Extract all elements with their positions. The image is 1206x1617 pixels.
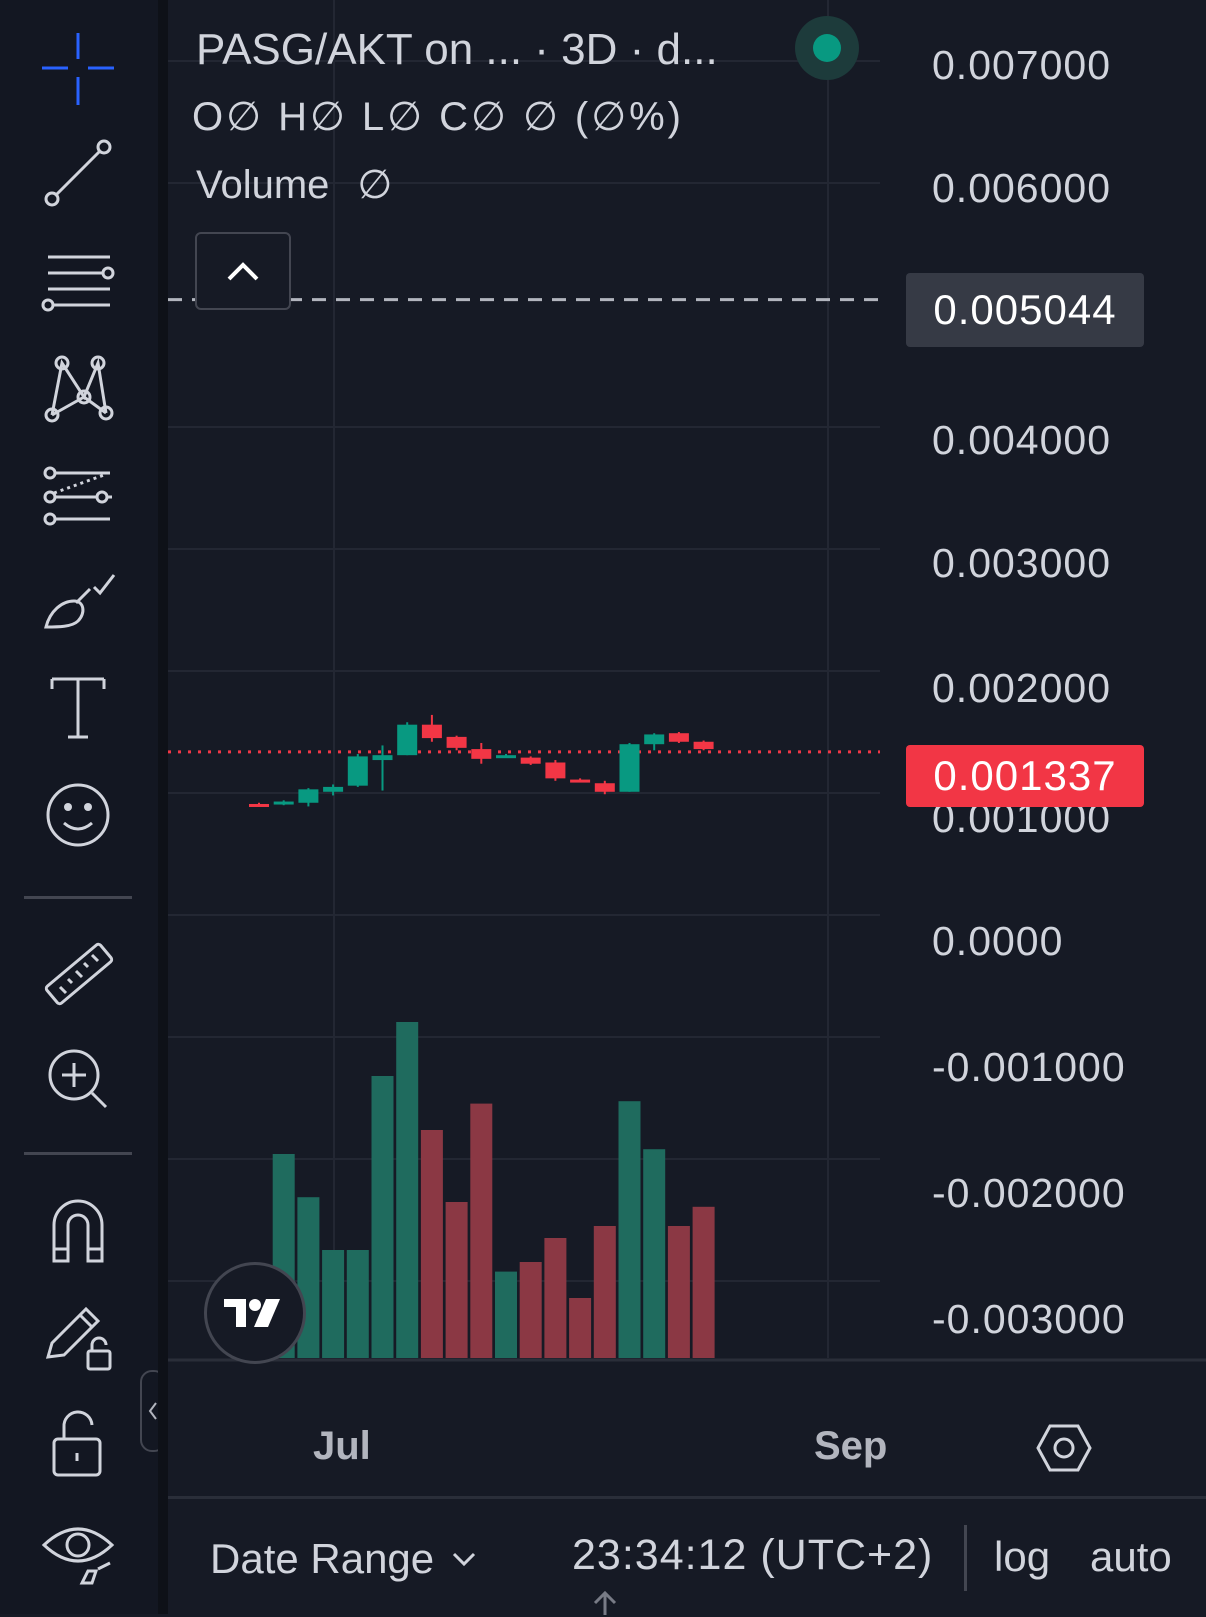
volume-bar: [519, 1262, 542, 1358]
arrow-up-icon[interactable]: [590, 1589, 620, 1617]
symbol-title[interactable]: PASG/AKT on ... · 3D · d...: [196, 25, 718, 74]
volume-bar: [396, 1022, 419, 1358]
last-price-label: 0.005044: [906, 273, 1144, 347]
price-axis-label: -0.002000: [932, 1170, 1126, 1216]
candle-body: [471, 749, 492, 759]
date-range-label: Date Range: [210, 1535, 435, 1582]
candle-body: [347, 756, 368, 786]
time-axis-label: Jul: [313, 1424, 371, 1468]
trend-line-icon[interactable]: [28, 128, 128, 218]
candle-body: [545, 762, 566, 779]
price-axis-label: -0.003000: [932, 1296, 1126, 1342]
text-icon[interactable]: [28, 662, 128, 752]
volume-bar: [322, 1250, 345, 1358]
auto-scale-toggle[interactable]: auto: [1090, 1533, 1172, 1580]
volume-label: Volume: [196, 163, 330, 207]
volume-bar: [346, 1250, 369, 1358]
volume-bar: [495, 1271, 517, 1358]
volume-bar: [371, 1076, 394, 1358]
pattern-icon[interactable]: [28, 342, 128, 432]
lock-drawing-icon[interactable]: [28, 1290, 128, 1380]
collapse-legend-button[interactable]: [195, 232, 291, 310]
emoji-icon[interactable]: [28, 770, 128, 860]
settings-icon[interactable]: [1034, 1418, 1094, 1478]
price-axis-label: 0.007000: [932, 42, 1112, 88]
price-axis-label: 0.0000: [932, 918, 1064, 964]
volume-legend: Volume ∅: [196, 162, 392, 208]
chart-legend: PASG/AKT on ... · 3D · d...: [196, 22, 718, 78]
prediction-icon[interactable]: [28, 452, 128, 542]
chevron-down-icon: [453, 1552, 476, 1567]
volume-bar: [692, 1206, 715, 1358]
volume-bar: [667, 1226, 690, 1358]
brush-icon[interactable]: [28, 556, 128, 646]
date-range-button[interactable]: Date Range: [210, 1535, 478, 1583]
candle-body: [273, 801, 294, 805]
candle-body: [644, 734, 665, 745]
volume-bar: [420, 1130, 443, 1358]
volume-value: ∅: [357, 163, 393, 207]
time-axis[interactable]: Jul Sep: [168, 1400, 1206, 1496]
candle-body: [619, 744, 640, 792]
candle-body: [446, 736, 467, 748]
crosshair-icon[interactable]: [28, 24, 128, 114]
bottom-bar-divider: [964, 1525, 967, 1591]
candle-body: [372, 755, 393, 761]
candle-body: [570, 779, 591, 783]
candle-body: [594, 783, 615, 792]
candle-body: [298, 789, 319, 803]
toolbar-divider: [24, 1152, 132, 1155]
time-axis-label: Sep: [814, 1424, 888, 1468]
chevron-up-icon: [227, 262, 259, 281]
eye-icon[interactable]: [28, 1504, 128, 1594]
candle-body: [668, 733, 689, 742]
candle-body: [421, 724, 442, 739]
zoom-in-icon[interactable]: [28, 1034, 128, 1124]
volume-bar: [569, 1298, 592, 1358]
candle-body: [323, 786, 344, 792]
unlock-icon[interactable]: [28, 1398, 128, 1488]
candle-body: [693, 741, 714, 750]
volume-bar: [593, 1226, 616, 1358]
price-axis-label: -0.001000: [932, 1044, 1126, 1090]
toolbar-border: [158, 0, 168, 1614]
log-scale-toggle[interactable]: log: [994, 1533, 1051, 1580]
volume-bar: [643, 1149, 666, 1358]
bottom-bar: Date Range 23:34:12 (UTC+2) log auto: [168, 1496, 1206, 1617]
price-axis-label: 0.003000: [932, 540, 1112, 586]
market-status-icon[interactable]: [795, 16, 859, 80]
horizontal-lines-icon[interactable]: [28, 236, 128, 326]
candle-body: [397, 724, 418, 756]
volume-bar: [445, 1202, 468, 1358]
toolbar-divider: [24, 896, 132, 899]
price-axis-label: 0.004000: [932, 417, 1112, 463]
price-axis-label: 0.002000: [932, 665, 1112, 711]
chart-area[interactable]: PASG/AKT on ... · 3D · d... O∅ H∅ L∅ C∅ …: [168, 0, 1206, 1617]
magnet-icon[interactable]: [28, 1184, 128, 1274]
current-price-label: 0.001337: [906, 745, 1144, 807]
ohlc-values: O∅ H∅ L∅ C∅ ∅ (∅%): [192, 95, 684, 139]
tradingview-logo[interactable]: [204, 1262, 306, 1364]
candle-body: [520, 757, 541, 764]
price-axis-label: 0.006000: [932, 165, 1112, 211]
candle-body: [249, 803, 269, 807]
ruler-icon[interactable]: [28, 928, 128, 1018]
volume-bar: [544, 1238, 567, 1358]
drawing-toolbar: [0, 0, 166, 1614]
candle-body: [496, 755, 516, 759]
timezone-clock[interactable]: 23:34:12 (UTC+2): [572, 1531, 934, 1579]
price-chart[interactable]: [168, 0, 1206, 1400]
volume-bar: [470, 1103, 493, 1358]
volume-bar: [618, 1101, 641, 1358]
